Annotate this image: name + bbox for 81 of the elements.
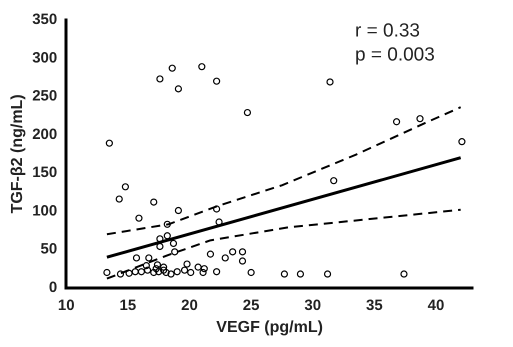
point [200, 265, 208, 272]
point [132, 268, 139, 276]
point [174, 268, 181, 276]
point [138, 268, 146, 276]
point [238, 248, 246, 256]
point [326, 78, 334, 86]
point [392, 118, 400, 126]
line-series [106, 106, 462, 236]
y-tick-label: 200 [32, 126, 58, 143]
point [170, 240, 178, 248]
point [238, 257, 246, 265]
point [280, 270, 288, 278]
y-tick-label: 350 [32, 11, 58, 28]
point [324, 270, 332, 278]
point [244, 108, 252, 116]
y-tick-label: 100 [32, 202, 58, 220]
point [162, 268, 170, 276]
point [156, 242, 164, 250]
point [213, 205, 220, 213]
y-tick-label: 250 [32, 88, 58, 105]
x-tick-label: 15 [120, 296, 136, 314]
x-tick-label: 20 [181, 296, 198, 314]
point [116, 270, 124, 278]
point [156, 235, 164, 242]
point [145, 254, 152, 262]
point [135, 214, 143, 222]
point [229, 248, 236, 256]
point [174, 206, 182, 214]
y-tick-label: 50 [40, 240, 58, 258]
point [296, 270, 304, 278]
point [154, 261, 162, 268]
point [155, 268, 162, 276]
point [152, 265, 160, 272]
point [160, 264, 168, 271]
point [174, 85, 182, 92]
point [142, 262, 150, 270]
point [206, 250, 214, 258]
point [168, 64, 176, 72]
point [103, 268, 111, 276]
x-tick-label: 10 [58, 296, 75, 314]
y-tick-label: 300 [32, 49, 58, 66]
point [194, 264, 202, 271]
point [458, 138, 466, 146]
point [180, 266, 188, 274]
point [171, 248, 178, 256]
point [248, 268, 255, 276]
point [330, 177, 338, 184]
point [132, 254, 140, 262]
x-tick-label: 35 [366, 296, 383, 314]
point [164, 232, 171, 240]
point [213, 78, 220, 85]
point [167, 270, 175, 278]
point [198, 63, 206, 70]
y-tick-label: 150 [32, 164, 58, 182]
point [164, 220, 171, 228]
annotation: r = 0.33 [355, 20, 420, 42]
point [213, 268, 220, 276]
point [400, 270, 408, 278]
x-tick-label: 25 [242, 296, 260, 314]
point [222, 254, 229, 262]
point [125, 270, 133, 277]
point [150, 268, 158, 276]
y-axis-title: TGF-β2 (ng/mL) [9, 94, 26, 214]
x-axis-title: VEGF (pg/mL) [216, 318, 323, 336]
point [144, 266, 152, 274]
point [122, 183, 129, 190]
annotation: p = 0.003 [355, 44, 435, 66]
point [416, 115, 424, 122]
point [160, 266, 168, 274]
point [187, 268, 194, 276]
point [156, 75, 164, 83]
point [150, 198, 158, 206]
y-tick-label: 0 [48, 278, 58, 296]
line-series [106, 208, 462, 280]
x-tick-label: 30 [304, 296, 322, 314]
point [199, 268, 207, 276]
point [183, 260, 191, 268]
point [215, 218, 223, 226]
x-tick-label: 40 [428, 296, 444, 314]
point [116, 195, 123, 203]
point [106, 140, 113, 147]
